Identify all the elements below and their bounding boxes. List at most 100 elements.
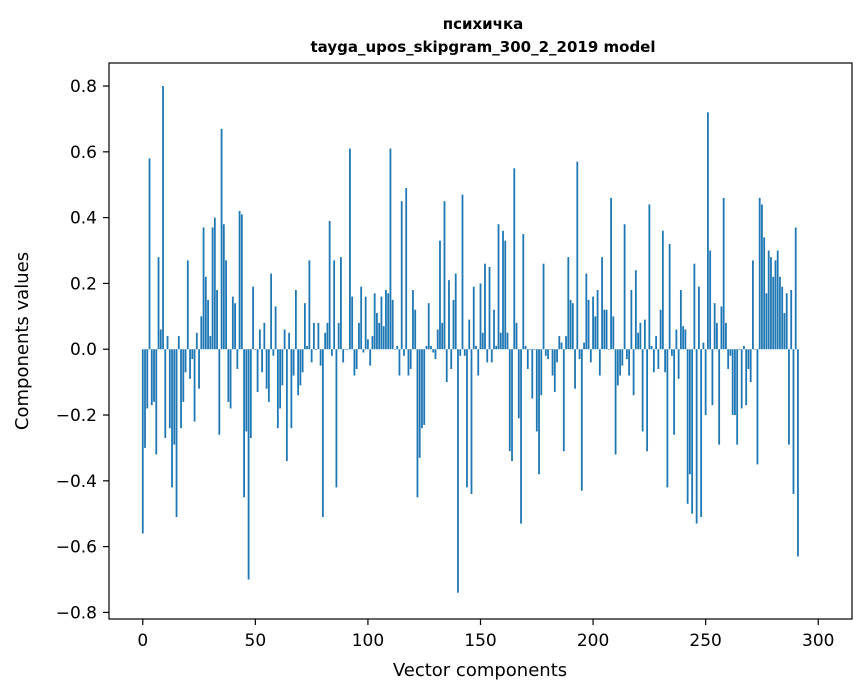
x-tick-label: 200: [577, 631, 609, 651]
bar-component-45: [243, 349, 245, 498]
bar-component-220: [637, 332, 640, 350]
bar-component-231: [661, 230, 664, 350]
bar-component-276: [763, 237, 766, 350]
bar-component-219: [634, 270, 637, 350]
bar-component-43: [238, 211, 241, 350]
bar-component-267: [743, 345, 745, 350]
bar-component-277: [765, 293, 768, 350]
bar-component-143: [463, 349, 466, 356]
bar-component-39: [229, 349, 232, 409]
bar-component-249: [702, 342, 705, 350]
bar-component-107: [382, 326, 385, 350]
bar-component-83: [328, 220, 331, 350]
bar-component-84: [331, 349, 333, 356]
bar-component-230: [659, 309, 662, 350]
bar-component-191: [571, 303, 574, 350]
bar-component-171: [526, 349, 529, 369]
bar-component-265: [738, 349, 741, 350]
bar-component-56: [267, 349, 270, 402]
bar-component-215: [625, 349, 628, 360]
bar-component-90: [344, 349, 347, 350]
bar-component-291: [797, 349, 799, 557]
bar-component-37: [225, 260, 227, 350]
bar-component-95: [355, 349, 358, 369]
bar-component-236: [673, 349, 676, 435]
bar-component-246: [695, 349, 698, 524]
chart-title-line1: психичка: [443, 15, 524, 33]
bar-component-21: [189, 349, 191, 379]
bar-component-151: [481, 332, 484, 350]
bar-component-257: [720, 306, 723, 350]
bar-component-164: [511, 349, 513, 462]
bar-component-167: [517, 349, 520, 419]
bar-component-160: [502, 230, 504, 350]
bar-component-270: [749, 349, 752, 383]
bar-component-271: [752, 260, 754, 350]
bar-component-97: [360, 286, 363, 350]
bar-component-132: [439, 240, 441, 350]
bar-component-26: [200, 316, 203, 350]
bar-component-172: [529, 349, 531, 350]
bar-component-229: [657, 349, 660, 369]
bar-component-51: [256, 349, 259, 392]
y-axis-ticks: −0.8 −0.6 −0.4 −0.2 0.0 0.2 0.4 0.6 0.8: [56, 77, 109, 623]
bar-component-245: [693, 263, 696, 350]
bar-component-252: [709, 250, 712, 350]
bar-component-28: [204, 276, 207, 350]
bar-component-260: [727, 349, 730, 369]
bar-component-256: [718, 349, 721, 445]
bar-component-150: [479, 283, 482, 350]
bar-component-113: [396, 345, 399, 350]
bar-component-27: [202, 227, 205, 350]
chart-title-line2: tayga_upos_skipgram_300_2_2019 model: [311, 38, 656, 56]
bar-component-173: [531, 349, 534, 399]
bar-component-199: [589, 349, 592, 363]
bar-component-77: [315, 349, 318, 350]
bar-component-194: [578, 349, 581, 360]
bar-component-4: [150, 349, 153, 406]
bar-component-62: [281, 349, 284, 386]
bar-component-91: [346, 349, 349, 350]
bar-component-196: [583, 342, 585, 350]
bar-component-141: [459, 349, 462, 356]
bar-component-233: [666, 349, 669, 488]
bar-component-210: [614, 349, 617, 455]
bar-component-211: [616, 349, 619, 386]
bar-component-208: [610, 197, 612, 350]
y-tick-label: 0.6: [70, 143, 97, 163]
bar-component-19: [184, 349, 187, 373]
bar-component-35: [220, 128, 223, 350]
bar-component-237: [675, 329, 678, 350]
bar-component-134: [443, 201, 446, 350]
bar-component-129: [432, 349, 435, 353]
bar-component-124: [421, 349, 423, 429]
bar-component-195: [580, 349, 583, 491]
bar-component-93: [351, 296, 354, 350]
bar-component-53: [261, 349, 263, 373]
bar-component-121: [414, 309, 417, 350]
bar-component-154: [488, 266, 491, 350]
bar-component-142: [461, 194, 464, 350]
bar-component-198: [587, 299, 590, 350]
bar-component-250: [704, 349, 707, 416]
bar-component-57: [270, 273, 273, 350]
bar-component-64: [285, 349, 288, 462]
bar-component-287: [788, 349, 790, 445]
bar-component-232: [664, 349, 667, 373]
bar-component-137: [450, 349, 453, 369]
bar-component-205: [603, 309, 606, 350]
x-tick-label: 250: [689, 631, 721, 651]
bar-component-118: [407, 349, 410, 376]
bar-component-104: [376, 313, 378, 350]
bar-component-16: [177, 336, 180, 350]
bar-component-79: [319, 349, 322, 366]
bar-component-14: [173, 349, 176, 445]
bar-component-149: [477, 349, 480, 376]
bar-component-133: [441, 322, 444, 350]
bar-component-176: [538, 349, 540, 475]
bar-component-188: [565, 336, 567, 350]
bar-component-46: [245, 349, 248, 432]
y-tick-label: 0.8: [70, 77, 97, 97]
bar-component-157: [495, 345, 498, 350]
bar-component-70: [299, 349, 302, 386]
